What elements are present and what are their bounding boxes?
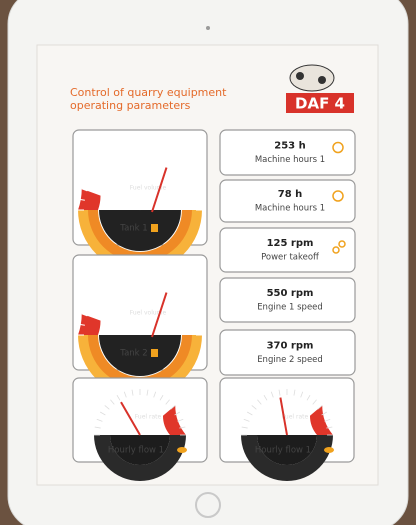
- logo-spot: [318, 76, 326, 84]
- tile-label: Machine hours 1: [255, 204, 325, 214]
- tile-value: 125 rpm: [267, 238, 314, 249]
- flow-icon: [324, 447, 334, 453]
- tile-value: 370 rpm: [267, 341, 314, 352]
- gauge-reading: 37 l/h: [284, 421, 306, 430]
- tile-label: Engine 1 speed: [257, 303, 323, 313]
- tank-icon: [151, 349, 158, 357]
- tile-value: 253 h: [274, 141, 305, 152]
- tile-value: 78 h: [278, 189, 303, 200]
- gauge-label: Fuel rate: [282, 414, 309, 421]
- gauge-label: Fuel rate: [135, 414, 162, 421]
- card-label: Tank 1: [119, 224, 147, 234]
- card: [220, 180, 355, 222]
- tile-label: Engine 2 speed: [257, 355, 323, 365]
- flow-icon: [177, 447, 187, 453]
- card: [220, 130, 355, 175]
- tile-label: Machine hours 1: [255, 155, 325, 165]
- logo-spot: [296, 72, 304, 80]
- card: [220, 330, 355, 375]
- tile-value: 550 rpm: [267, 288, 314, 299]
- title: Control of quarry equipment: [70, 86, 227, 99]
- screenshot: Control of quarry equipment operating pa…: [0, 0, 416, 525]
- card-label: Hourly flow 1: [108, 446, 164, 456]
- tank-icon: [151, 224, 158, 232]
- camera: [206, 26, 210, 30]
- logo-text: DAF 4: [295, 95, 345, 113]
- card-label: Hourly flow 1: [255, 446, 311, 456]
- card: [220, 228, 355, 272]
- page: Control of quarry equipment operating pa…: [0, 0, 416, 525]
- gauge-reading: 33 l/h: [137, 421, 159, 430]
- card: [220, 278, 355, 322]
- card-label: Tank 2: [119, 349, 147, 359]
- tile-label: Power takeoff: [261, 253, 320, 263]
- title: operating parameters: [70, 99, 191, 112]
